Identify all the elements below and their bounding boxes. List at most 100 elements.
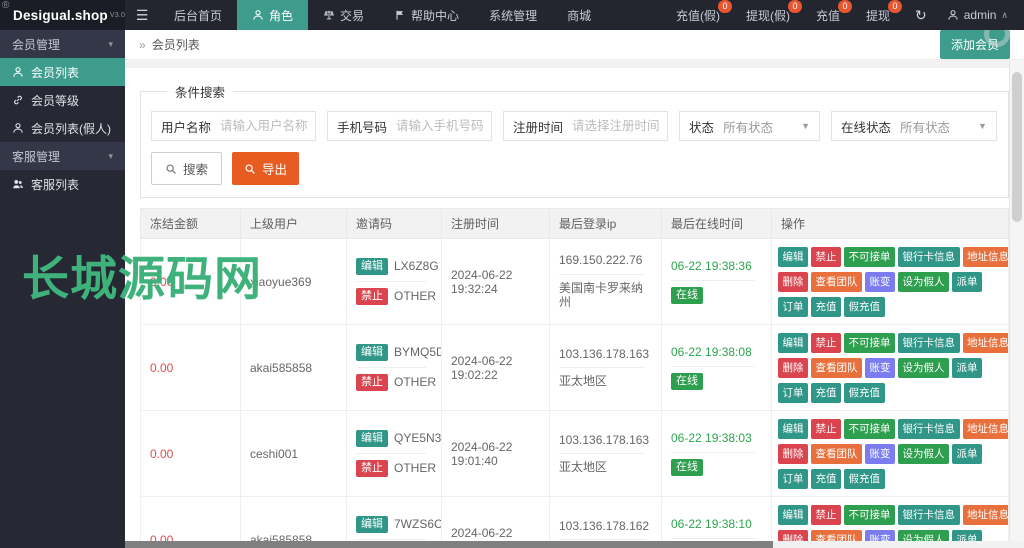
- action-button-查看团队[interactable]: 查看团队: [811, 271, 862, 292]
- action-button-订单[interactable]: 订单: [778, 382, 808, 403]
- sidebar-item-会员列表[interactable]: 会员列表: [0, 58, 125, 86]
- action-button-银行卡信息[interactable]: 银行卡信息: [898, 504, 960, 525]
- field-input-手机号码[interactable]: [396, 119, 492, 133]
- edit-badge-button[interactable]: 编辑: [356, 515, 388, 533]
- edit-badge-button[interactable]: 编辑: [356, 257, 388, 275]
- action-button-设为假人[interactable]: 设为假人: [898, 443, 949, 464]
- sidebar-item-会员列表(假人)[interactable]: 会员列表(假人): [0, 114, 125, 142]
- action-button-查看团队[interactable]: 查看团队: [811, 357, 862, 378]
- action-button-删除[interactable]: 删除: [778, 357, 808, 378]
- select-arrow-icon[interactable]: ▼: [801, 121, 810, 131]
- action-button-假充值[interactable]: 假充值: [844, 468, 885, 489]
- vertical-scrollbar[interactable]: [1009, 60, 1024, 548]
- field-input-用户名称[interactable]: [220, 119, 316, 133]
- action-button-银行卡信息[interactable]: 银行卡信息: [898, 246, 960, 267]
- nav-item-角色[interactable]: 角色: [237, 0, 309, 30]
- edit-badge-button[interactable]: 编辑: [356, 429, 388, 447]
- action-button-充值[interactable]: 充值: [811, 296, 841, 317]
- horizontal-scrollbar-thumb[interactable]: [125, 541, 773, 548]
- sidebar-group-客服管理[interactable]: 客服管理 ▾: [0, 142, 125, 170]
- action-button-编辑[interactable]: 编辑: [778, 332, 808, 353]
- action-button-地址信息[interactable]: 地址信息: [962, 332, 1008, 353]
- hamburger-menu-icon[interactable]: ☰: [135, 6, 149, 23]
- quick-link-提现(假)[interactable]: 提现(假) 0: [733, 0, 803, 30]
- notification-badge: 0: [837, 0, 852, 13]
- search-button[interactable]: 搜索: [151, 152, 223, 185]
- action-button-地址信息[interactable]: 地址信息: [962, 418, 1008, 439]
- horizontal-scrollbar[interactable]: [125, 541, 1024, 548]
- action-button-删除[interactable]: 删除: [778, 271, 808, 292]
- action-button-银行卡信息[interactable]: 银行卡信息: [898, 332, 960, 353]
- action-button-订单[interactable]: 订单: [778, 468, 808, 489]
- sidebar-group-会员管理[interactable]: 会员管理 ▾: [0, 30, 125, 58]
- action-button-充值[interactable]: 充值: [811, 468, 841, 489]
- select-value[interactable]: 所有状态: [723, 120, 774, 135]
- action-button-假充值[interactable]: 假充值: [844, 296, 885, 317]
- nav-item-交易[interactable]: 交易: [308, 0, 379, 30]
- select-value[interactable]: 所有状态: [900, 120, 951, 135]
- sidebar-item-客服列表[interactable]: 客服列表: [0, 170, 125, 198]
- action-button-充值[interactable]: 充值: [811, 382, 841, 403]
- action-button-删除[interactable]: 删除: [778, 443, 808, 464]
- action-button-不可接单[interactable]: 不可接单: [844, 504, 895, 525]
- action-button-账变[interactable]: 账变: [865, 357, 895, 378]
- divider: [356, 367, 426, 368]
- quick-link-充值[interactable]: 充值 0: [803, 0, 853, 30]
- field-label: 在线状态: [840, 120, 891, 135]
- action-button-编辑[interactable]: 编辑: [778, 246, 808, 267]
- sidebar-item-会员等级[interactable]: 会员等级: [0, 86, 125, 114]
- action-button-禁止[interactable]: 禁止: [811, 246, 841, 267]
- top-nav: 后台首页 角色 交易 帮助中心 系统管理 商城: [159, 0, 606, 30]
- action-button-假充值[interactable]: 假充值: [844, 382, 885, 403]
- action-button-查看团队[interactable]: 查看团队: [811, 443, 862, 464]
- action-button-编辑[interactable]: 编辑: [778, 418, 808, 439]
- action-button-派单[interactable]: 派单: [952, 271, 982, 292]
- select-arrow-icon[interactable]: ▼: [978, 121, 987, 131]
- user-menu[interactable]: admin ∧: [939, 0, 1024, 30]
- forbid-badge-button[interactable]: 禁止: [356, 374, 388, 392]
- nav-item-帮助中心[interactable]: 帮助中心: [379, 0, 474, 30]
- action-button-地址信息[interactable]: 地址信息: [962, 504, 1008, 525]
- nav-item-系统管理[interactable]: 系统管理: [474, 0, 552, 30]
- action-button-账变[interactable]: 账变: [865, 443, 895, 464]
- forbid-badge-button[interactable]: 禁止: [356, 288, 388, 306]
- field-input-注册时间[interactable]: [572, 119, 668, 133]
- cell-last-online: 06-22 19:38:10在线: [661, 496, 772, 548]
- topbar: Desigual.shop V3.0 ☰ 后台首页 角色 交易 帮助中心 系统管理 商城 充…: [0, 0, 1024, 30]
- cell-register-time: 2024-06-22 19:01:40: [441, 410, 550, 497]
- action-button-禁止[interactable]: 禁止: [811, 418, 841, 439]
- forbid-badge-button[interactable]: 禁止: [356, 460, 388, 478]
- action-button-派单[interactable]: 派单: [952, 443, 982, 464]
- action-button-设为假人[interactable]: 设为假人: [898, 271, 949, 292]
- action-group: 订单 充值 假充值: [778, 381, 1006, 404]
- cell-invite-code: 编辑 BYMQ5D 禁止 OTHER: [346, 324, 442, 411]
- invite-code: 7WZS6C: [394, 517, 442, 532]
- invite-other: OTHER: [394, 375, 436, 390]
- quick-link-充值(假)[interactable]: 充值(假) 0: [663, 0, 733, 30]
- nav-item-后台首页[interactable]: 后台首页: [159, 0, 237, 30]
- app-logo-text: Desigual.shop: [13, 7, 108, 23]
- refresh-icon[interactable]: ↻: [914, 6, 927, 23]
- action-group: 订单 充值 假充值: [778, 467, 1006, 490]
- action-button-订单[interactable]: 订单: [778, 296, 808, 317]
- action-button-禁止[interactable]: 禁止: [811, 332, 841, 353]
- action-button-编辑[interactable]: 编辑: [778, 504, 808, 525]
- action-button-不可接单[interactable]: 不可接单: [844, 246, 895, 267]
- add-member-button[interactable]: 添加会员: [939, 30, 1010, 59]
- action-button-账变[interactable]: 账变: [865, 271, 895, 292]
- nav-item-商城[interactable]: 商城: [552, 0, 606, 30]
- quick-link-提现[interactable]: 提现 0: [853, 0, 903, 30]
- action-button-不可接单[interactable]: 不可接单: [844, 332, 895, 353]
- action-button-不可接单[interactable]: 不可接单: [844, 418, 895, 439]
- last-online-time: 06-22 19:38:10: [671, 517, 752, 532]
- action-button-地址信息[interactable]: 地址信息: [962, 246, 1008, 267]
- action-button-设为假人[interactable]: 设为假人: [898, 357, 949, 378]
- action-button-银行卡信息[interactable]: 银行卡信息: [898, 418, 960, 439]
- vertical-scrollbar-thumb[interactable]: [1012, 72, 1022, 222]
- edit-badge-button[interactable]: 编辑: [356, 343, 388, 361]
- notification-badge: 0: [717, 0, 732, 13]
- action-button-禁止[interactable]: 禁止: [811, 504, 841, 525]
- export-button[interactable]: 导出: [232, 152, 300, 185]
- action-button-派单[interactable]: 派单: [952, 357, 982, 378]
